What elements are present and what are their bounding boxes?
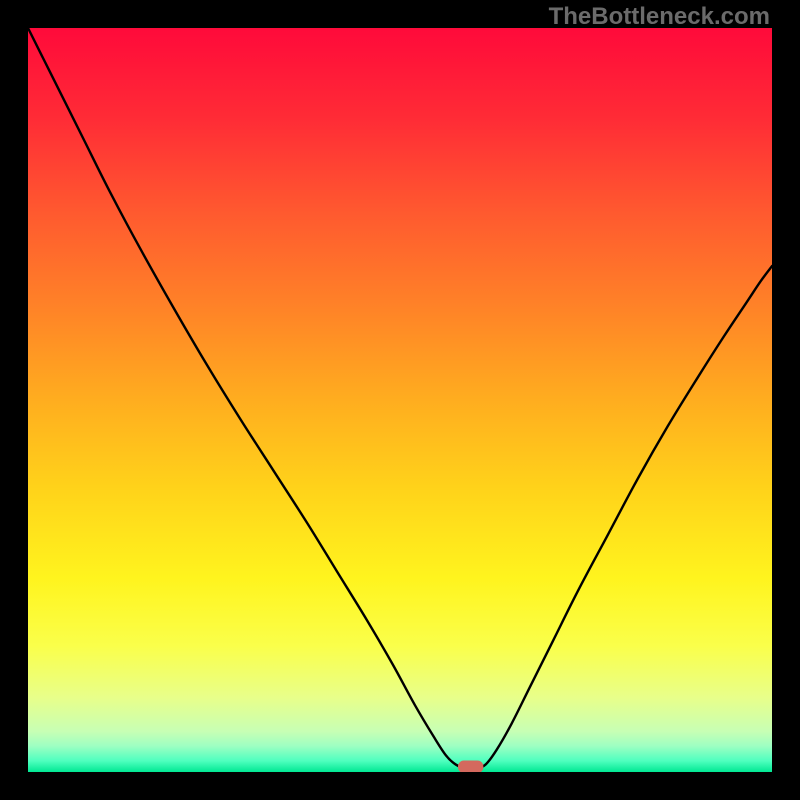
gradient-background [28, 28, 772, 772]
chart-frame: TheBottleneck.com [0, 0, 800, 800]
bottleneck-chart [28, 28, 772, 772]
watermark-text: TheBottleneck.com [549, 3, 770, 31]
optimal-point-marker [458, 760, 483, 772]
